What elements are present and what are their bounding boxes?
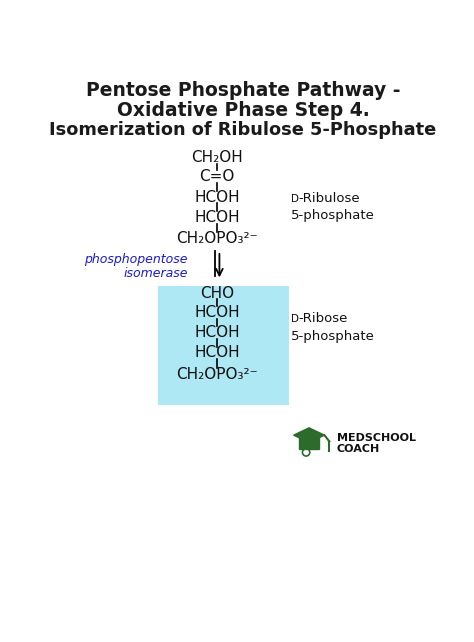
- Text: HCOH: HCOH: [194, 305, 240, 320]
- Text: CH₂OPO₃²⁻: CH₂OPO₃²⁻: [176, 230, 258, 246]
- Polygon shape: [293, 428, 325, 442]
- Text: 5-phosphate: 5-phosphate: [291, 209, 374, 222]
- Text: isomerase: isomerase: [123, 267, 188, 280]
- Text: Isomerization of Ribulose 5-Phosphate: Isomerization of Ribulose 5-Phosphate: [49, 121, 437, 139]
- Text: 5-phosphate: 5-phosphate: [291, 330, 374, 343]
- Text: Pentose Phosphate Pathway -: Pentose Phosphate Pathway -: [86, 81, 400, 100]
- Text: Oxidative Phase Step 4.: Oxidative Phase Step 4.: [117, 101, 369, 120]
- Text: C=O: C=O: [200, 169, 235, 184]
- Text: HCOH: HCOH: [194, 210, 240, 225]
- Text: HCOH: HCOH: [194, 189, 240, 205]
- Text: HCOH: HCOH: [194, 325, 240, 340]
- Text: MEDSCHOOL: MEDSCHOOL: [337, 433, 416, 443]
- Text: -Ribose: -Ribose: [299, 313, 348, 325]
- Text: CH₂OPO₃²⁻: CH₂OPO₃²⁻: [176, 367, 258, 382]
- Text: phosphopentose: phosphopentose: [84, 252, 188, 266]
- Text: CH₂OH: CH₂OH: [191, 150, 243, 165]
- Polygon shape: [299, 435, 319, 449]
- Text: CHO: CHO: [200, 286, 234, 300]
- Text: HCOH: HCOH: [194, 345, 240, 360]
- Text: COACH: COACH: [337, 444, 380, 454]
- Bar: [158, 286, 289, 404]
- Text: D: D: [291, 315, 299, 324]
- Text: D: D: [291, 193, 299, 204]
- Text: -Ribulose: -Ribulose: [299, 191, 360, 205]
